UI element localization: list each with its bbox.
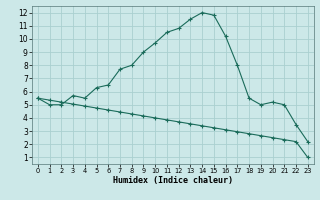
X-axis label: Humidex (Indice chaleur): Humidex (Indice chaleur) <box>113 176 233 185</box>
